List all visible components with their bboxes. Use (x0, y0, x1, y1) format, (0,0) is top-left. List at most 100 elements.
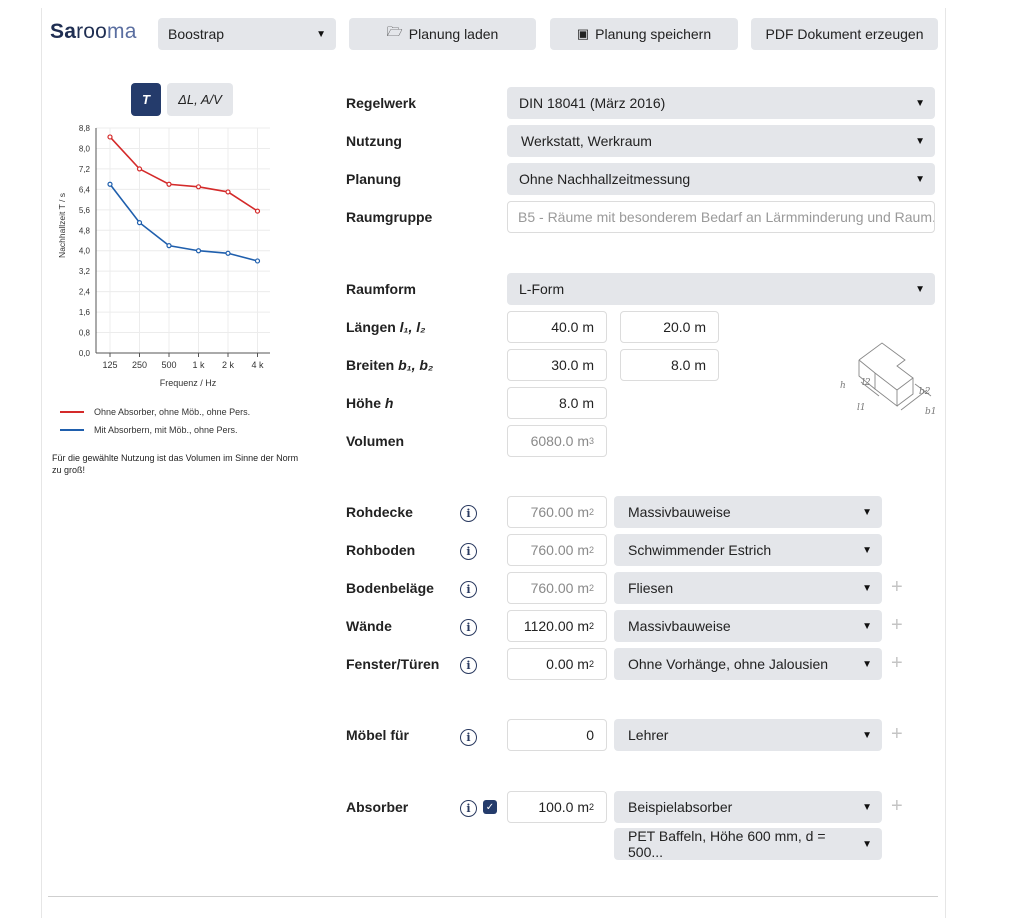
regelwerk-value: DIN 18041 (März 2016) (519, 95, 666, 111)
volume-warning-note: Für die gewählte Nutzung ist das Volumen… (52, 453, 299, 475)
b2-input[interactable]: 8.0 m (620, 349, 719, 381)
series-point-0 (166, 181, 172, 187)
y-tick-label: 0,8 (79, 329, 91, 338)
moebel-type-select[interactable]: Lehrer ▼ (614, 719, 882, 751)
y-tick-label: 1,6 (79, 308, 91, 317)
floppy-disk-icon: ▣ (576, 26, 590, 41)
y-tick-label: 8,0 (79, 144, 91, 153)
surface-material-value: Fliesen (628, 580, 674, 596)
info-circle-icon[interactable]: i (460, 619, 477, 636)
surface-material-value: Ohne Vorhänge, ohne Jalousien (628, 656, 829, 672)
surface-label: Fenster/Türen (346, 656, 440, 672)
y-tick-label: 6,4 (79, 185, 91, 194)
info-circle-icon[interactable]: i (460, 581, 477, 598)
nutzung-select[interactable]: Werkstatt, Werkraum ▼ (507, 125, 935, 157)
absorber-variant-select[interactable]: PET Baffeln, Höhe 600 mm, d = 500... ▼ (614, 828, 882, 860)
info-circle-icon[interactable]: i (460, 729, 477, 746)
b1-input[interactable]: 30.0 m (507, 349, 607, 381)
absorber-checkbox[interactable]: ✓ (483, 800, 497, 814)
surface-material-value: Massivbauweise (628, 504, 731, 520)
pdf-button[interactable]: PDF Dokument erzeugen (751, 18, 938, 50)
l2-input[interactable]: 20.0 m (620, 311, 719, 343)
y-tick-label: 7,2 (79, 165, 91, 174)
footer-divider (48, 896, 938, 897)
caret-down-icon: ▼ (862, 801, 872, 813)
x-tick-label: 250 (132, 360, 147, 370)
info-circle-icon[interactable]: i (460, 505, 477, 522)
y-tick-label: 3,2 (79, 267, 91, 276)
series-line-0 (109, 136, 258, 212)
legend-label-0: Ohne Absorber, ohne Möb., ohne Pers. (94, 407, 251, 417)
caret-down-icon: ▼ (915, 97, 925, 109)
moebel-type-value: Lehrer (628, 727, 669, 743)
hoehe-label: Höhe h (346, 395, 394, 411)
save-planning-button[interactable]: ▣ Planung speichern (550, 18, 738, 50)
info-circle-icon[interactable]: i (460, 543, 477, 560)
caret-down-icon: ▼ (316, 28, 326, 40)
caret-down-icon: ▼ (862, 544, 872, 556)
absorber-product-select[interactable]: Beispielabsorber ▼ (614, 791, 882, 823)
diagram-l1-label: l1 (857, 403, 866, 413)
raumgruppe-field[interactable]: B5 - Räume mit besonderem Bedarf an Lärm… (507, 201, 935, 233)
caret-down-icon: ▼ (862, 658, 872, 670)
page-frame (41, 8, 946, 918)
raumgruppe-label: Raumgruppe (346, 209, 433, 225)
theme-select[interactable]: Boostrap ▼ (158, 18, 336, 50)
raumform-select[interactable]: L-Form ▼ (507, 273, 935, 305)
caret-down-icon: ▼ (862, 506, 872, 518)
nutzung-value: Werkstatt, Werkraum (521, 133, 652, 149)
x-tick-label: 4 k (251, 360, 264, 370)
surface-label: Wände (346, 618, 392, 634)
y-tick-label: 8,8 (79, 124, 91, 133)
raumform-value: L-Form (519, 281, 565, 297)
absorber-product-value: Beispielabsorber (628, 799, 733, 815)
surface-material-select[interactable]: Schwimmender Estrich ▼ (614, 534, 882, 566)
series-point-1 (195, 248, 202, 254)
toggle-t-label: T (142, 92, 150, 107)
y-tick-label: 4,0 (79, 247, 91, 256)
theme-select-value: Boostrap (168, 26, 225, 42)
plus-icon[interactable]: + (891, 723, 903, 745)
regelwerk-select[interactable]: DIN 18041 (März 2016) ▼ (507, 87, 935, 119)
surface-material-select[interactable]: Ohne Vorhänge, ohne Jalousien ▼ (614, 648, 882, 680)
toggle-t-button[interactable]: T (131, 83, 161, 116)
h-input[interactable]: 8.0 m (507, 387, 607, 419)
planung-select[interactable]: Ohne Nachhallzeitmessung ▼ (507, 163, 935, 195)
laengen-label: Längen l₁, l₂ (346, 319, 426, 335)
series-point-0 (136, 166, 143, 172)
moebel-label: Möbel für (346, 727, 409, 743)
surface-label: Rohboden (346, 542, 416, 558)
series-point-0 (107, 134, 113, 140)
load-planning-button[interactable]: 🗁 Planung laden (349, 18, 536, 50)
app-logo: Sarooma (50, 20, 137, 43)
l1-input[interactable]: 40.0 m (507, 311, 607, 343)
info-circle-icon[interactable]: i (460, 800, 477, 817)
plus-icon[interactable]: + (891, 652, 903, 674)
surface-material-select[interactable]: Fliesen ▼ (614, 572, 882, 604)
raumform-label: Raumform (346, 281, 417, 297)
caret-down-icon: ▼ (862, 620, 872, 632)
toggle-dl-button[interactable]: ΔL, A/V (167, 83, 233, 116)
y-axis-title: Nachhallzeit T / s (57, 193, 67, 258)
moebel-count-input[interactable]: 0 (507, 719, 607, 751)
plus-icon[interactable]: + (891, 614, 903, 636)
plus-icon[interactable]: + (891, 795, 903, 817)
info-circle-icon[interactable]: i (460, 657, 477, 674)
surface-material-select[interactable]: Massivbauweise ▼ (614, 496, 882, 528)
surface-material-value: Schwimmender Estrich (628, 542, 772, 558)
volumen-label: Volumen (346, 433, 405, 449)
series-line-1 (109, 183, 258, 262)
series-point-1 (166, 243, 172, 249)
pdf-label: PDF Dokument erzeugen (765, 26, 924, 42)
surface-material-select[interactable]: Massivbauweise ▼ (614, 610, 882, 642)
folder-open-icon: 🗁 (386, 24, 403, 39)
check-icon: ✓ (485, 801, 495, 813)
planung-label: Planung (346, 171, 402, 187)
plus-icon[interactable]: + (891, 576, 903, 598)
x-tick-label: 2 k (222, 360, 235, 370)
